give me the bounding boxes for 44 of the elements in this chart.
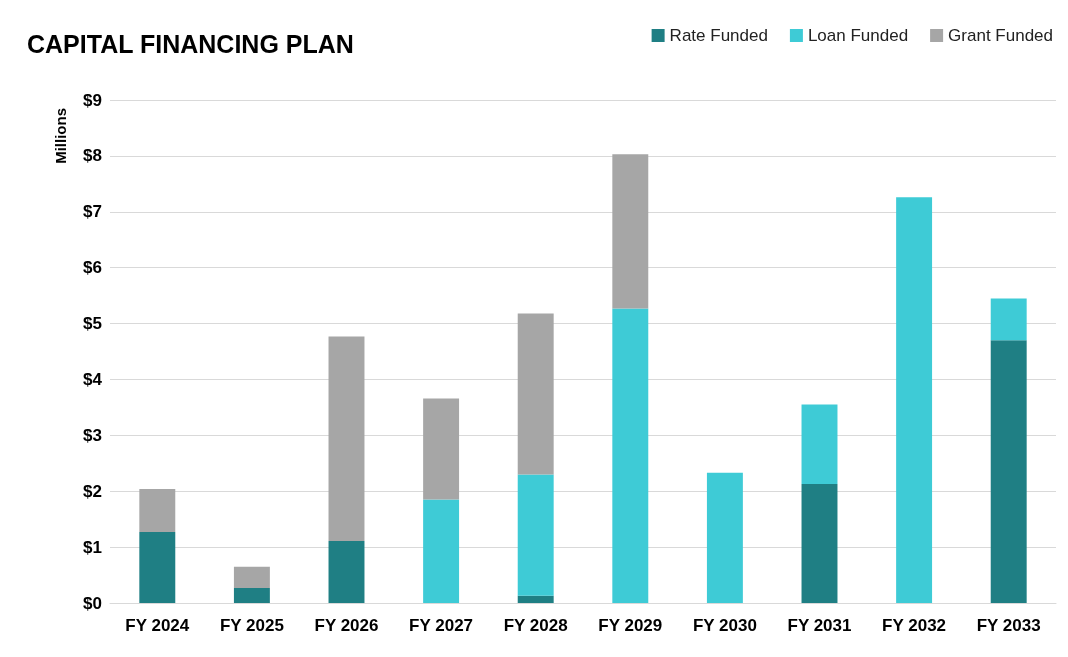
y-tick-label: $5 xyxy=(83,314,102,334)
chart-title: CAPITAL FINANCING PLAN xyxy=(27,29,354,58)
bar xyxy=(233,587,270,603)
bar xyxy=(517,313,554,475)
y-tick-label: $2 xyxy=(83,481,102,501)
y-tick-label: $4 xyxy=(83,369,103,389)
bar xyxy=(423,499,460,603)
y-tick-label: $3 xyxy=(83,425,102,445)
bar xyxy=(517,474,554,596)
bar xyxy=(706,472,743,603)
x-tick-label: FY 2028 xyxy=(503,616,568,635)
bar xyxy=(139,488,176,533)
x-tick-label: FY 2031 xyxy=(787,616,852,635)
bar xyxy=(612,154,649,309)
y-tick-label: $0 xyxy=(83,593,102,613)
x-tick-label: FY 2029 xyxy=(598,616,663,635)
bar xyxy=(990,298,1027,341)
bar xyxy=(990,340,1027,603)
x-tick-label: FY 2030 xyxy=(692,616,757,635)
x-tick-label: FY 2033 xyxy=(976,616,1041,635)
bar xyxy=(801,483,838,603)
bar xyxy=(612,308,649,603)
bar xyxy=(139,532,176,603)
x-tick-label: FY 2024 xyxy=(125,616,190,635)
x-tick-label: FY 2026 xyxy=(314,616,379,635)
x-tick-label: FY 2025 xyxy=(219,616,284,635)
bar xyxy=(517,595,554,603)
bar xyxy=(801,404,838,484)
bar xyxy=(423,398,460,500)
y-axis-title: Millions xyxy=(52,108,69,164)
y-tick-label: $7 xyxy=(83,202,102,222)
legend-label: Grant Funded xyxy=(948,26,1054,45)
bar xyxy=(328,336,365,541)
y-tick-label: $1 xyxy=(83,537,102,557)
bar xyxy=(233,566,270,588)
x-tick-label: FY 2027 xyxy=(409,616,474,635)
legend-label: Loan Funded xyxy=(807,26,909,45)
y-tick-label: $9 xyxy=(83,90,102,110)
y-tick-label: $8 xyxy=(83,146,102,166)
legend-label: Rate Funded xyxy=(669,26,768,45)
x-tick-label: FY 2032 xyxy=(882,616,947,635)
bar xyxy=(328,540,365,603)
y-tick-label: $6 xyxy=(83,258,102,278)
bar xyxy=(896,197,933,603)
